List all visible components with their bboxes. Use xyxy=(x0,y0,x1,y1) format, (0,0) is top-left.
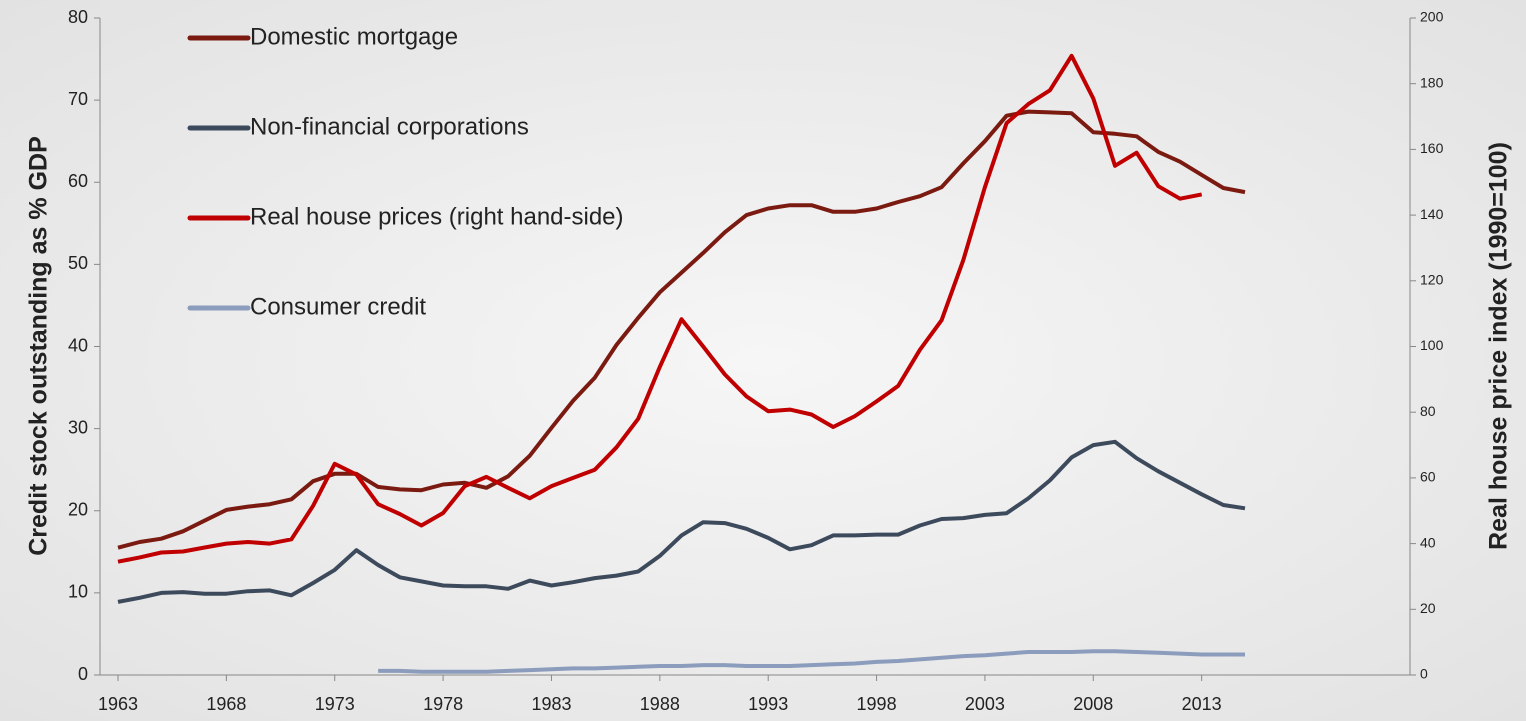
legend-label: Consumer credit xyxy=(250,293,426,320)
y-tick-label: 60 xyxy=(68,171,88,191)
x-tick-label: 1993 xyxy=(748,694,788,714)
legend-label: Non-financial corporations xyxy=(250,113,529,140)
legend-label: Real house prices (right hand-side) xyxy=(250,203,624,230)
y2-tick-label: 80 xyxy=(1420,403,1436,419)
legend-label: Domestic mortgage xyxy=(250,23,458,50)
x-tick-label: 1988 xyxy=(640,694,680,714)
x-tick-label: 1983 xyxy=(531,694,571,714)
x-tick-label: 1998 xyxy=(857,694,897,714)
x-tick-label: 2013 xyxy=(1182,694,1222,714)
y2-tick-label: 160 xyxy=(1420,140,1444,156)
y2-tick-label: 40 xyxy=(1420,534,1436,550)
y-tick-label: 50 xyxy=(68,253,88,273)
y2-tick-label: 20 xyxy=(1420,600,1436,616)
series-line xyxy=(117,439,1246,604)
x-tick-label: 1968 xyxy=(206,694,246,714)
x-tick-label: 2008 xyxy=(1073,694,1113,714)
x-tick-label: 1973 xyxy=(315,694,355,714)
y2-tick-label: 60 xyxy=(1420,469,1436,485)
x-tick-label: 2003 xyxy=(965,694,1005,714)
y-axis-title: Credit stock outstanding as % GDP xyxy=(25,136,53,556)
y2-tick-label: 140 xyxy=(1420,206,1444,222)
x-tick-label: 1978 xyxy=(423,694,463,714)
y-tick-label: 80 xyxy=(68,7,88,27)
series-line xyxy=(117,109,1246,550)
y-tick-label: 0 xyxy=(78,664,88,684)
y2-tick-label: 120 xyxy=(1420,272,1444,288)
series-line xyxy=(117,53,1203,564)
y2-tick-label: 200 xyxy=(1420,9,1444,25)
y-tick-label: 10 xyxy=(68,582,88,602)
y2-tick-label: 100 xyxy=(1420,337,1444,353)
y2-axis-title: Real house price index (1990=100) xyxy=(1485,142,1513,550)
y-tick-label: 40 xyxy=(68,335,88,355)
y-tick-label: 70 xyxy=(68,89,88,109)
y2-tick-label: 0 xyxy=(1420,666,1428,682)
y2-tick-label: 180 xyxy=(1420,74,1444,90)
y-tick-label: 20 xyxy=(68,500,88,520)
series-line xyxy=(378,649,1245,674)
x-tick-label: 1963 xyxy=(98,694,138,714)
y-tick-label: 30 xyxy=(68,417,88,437)
